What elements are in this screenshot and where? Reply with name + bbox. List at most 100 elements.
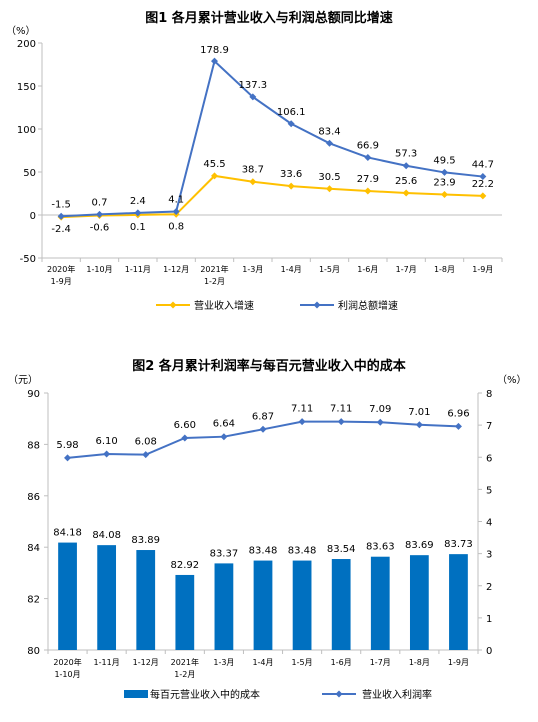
chart-2-y-left-tick-label: 86	[27, 492, 40, 503]
cost-bar-label: 83.73	[444, 539, 473, 550]
cost-bar	[409, 555, 429, 650]
revenue-growth-label: 30.5	[318, 172, 340, 183]
cost-bar	[214, 563, 234, 650]
chart-2-x-tick-label: 1-2月	[174, 670, 195, 679]
profit-growth-label: 66.9	[357, 140, 379, 151]
profit-rate-point	[454, 422, 462, 430]
revenue-growth-point	[287, 182, 295, 190]
legend-cost-swatch	[124, 690, 148, 698]
chart-1-y-tick-label: 50	[23, 168, 36, 179]
chart-2-x-tick-label: 1-3月	[213, 658, 234, 667]
chart-2-y-left-tick-label: 90	[27, 389, 40, 400]
revenue-growth-point	[211, 172, 218, 180]
chart-2-y-left-tick-label: 82	[27, 595, 40, 606]
legend-profit-label: 利润总额增速	[338, 299, 398, 312]
cost-bar-label: 82.92	[170, 560, 199, 571]
chart-1-x-tick-label: 2021年	[200, 264, 228, 274]
profit-growth-label: 2.4	[130, 196, 146, 207]
profit-rate-label: 6.08	[135, 437, 157, 448]
revenue-growth-label: 0.1	[130, 222, 146, 233]
chart-2-x-tick-label: 1-4月	[252, 658, 273, 667]
profit-growth-point	[364, 153, 372, 161]
profit-growth-label: 83.4	[318, 126, 340, 137]
chart-1-x-tick-label: 1-7月	[396, 265, 417, 274]
revenue-growth-label: 22.2	[472, 179, 494, 190]
profit-growth-label: 4.1	[168, 194, 184, 205]
revenue-growth-label: 45.5	[203, 159, 225, 170]
profit-rate-label: 6.96	[447, 408, 469, 419]
profit-rate-point	[142, 451, 150, 459]
revenue-growth-label: -0.6	[90, 223, 110, 234]
cost-bar	[97, 545, 117, 650]
revenue-growth-label: 0.8	[168, 221, 184, 232]
profit-rate-label: 7.11	[291, 404, 313, 415]
chart-2-x-tick-label: 1-5月	[292, 658, 313, 667]
chart-2-x-tick-label: 1-12月	[133, 658, 159, 667]
chart-1-x-tick-label: 2020年	[47, 264, 75, 274]
cost-bar-label: 83.89	[131, 535, 160, 546]
profit-growth-label: 49.5	[433, 155, 455, 166]
profit-rate-label: 7.01	[408, 407, 430, 418]
revenue-growth-point	[479, 192, 487, 200]
chart-2-title: 图2 各月累计利润率与每百元营业收入中的成本	[132, 358, 406, 374]
chart-2-y-right-tick-label: 1	[486, 614, 492, 625]
chart-2-y-right-tick-label: 0	[486, 646, 492, 657]
profit-rate-point	[220, 433, 228, 441]
profit-growth-point	[326, 139, 333, 147]
profit-growth-label: 57.3	[395, 149, 417, 160]
chart-1-x-tick-label: 1-12月	[163, 265, 189, 274]
chart-1-title: 图1 各月累计营业收入与利润总额同比增速	[145, 10, 393, 26]
profit-rate-label: 6.64	[213, 419, 235, 430]
legend-revenue-label: 营业收入增速	[194, 299, 254, 312]
revenue-growth-label: 23.9	[433, 177, 455, 188]
cost-bar	[136, 550, 156, 650]
chart-1-y-tick-label: -50	[20, 254, 36, 265]
chart-1-x-tick-label: 1-11月	[125, 265, 151, 274]
chart-1-x-tick-label: 1-9月	[472, 265, 493, 274]
chart-1-x-tick-label: 1-10月	[86, 265, 112, 274]
profit-growth-label: 137.3	[239, 80, 268, 91]
chart-1-x-tick-label: 1-6月	[357, 265, 378, 274]
chart-2-x-tick-label: 2021年	[171, 657, 199, 667]
chart-1-y-tick-label: 200	[17, 39, 36, 50]
chart-2-y-right-tick-label: 8	[486, 389, 492, 400]
profit-rate-point	[376, 418, 384, 426]
chart-2-x-tick-label: 1-10月	[54, 670, 80, 679]
chart-1: 图1 各月累计营业收入与利润总额同比增速 （%） -50 0 50 100 150 200 20…	[6, 10, 503, 312]
legend-profit-marker	[313, 301, 321, 309]
cost-bar-label: 83.48	[288, 546, 317, 557]
revenue-growth-label: 27.9	[357, 174, 379, 185]
profit-growth-point	[441, 168, 448, 176]
revenue-growth-label: 38.7	[242, 165, 264, 176]
revenue-growth-label: 25.6	[395, 176, 417, 187]
profit-growth-label: 106.1	[277, 107, 306, 118]
chart-2-x-tick-label: 1-8月	[409, 658, 430, 667]
chart-2-y-left-tick-label: 88	[27, 440, 40, 451]
chart-2-y-right-tick-label: 4	[486, 518, 492, 529]
chart-2-x-tick-label: 2020年	[53, 657, 81, 667]
chart-1-y-unit: （%）	[6, 25, 36, 37]
profit-rate-label: 5.98	[56, 440, 78, 451]
profit-growth-point	[402, 162, 410, 170]
cost-bar-label: 83.54	[327, 544, 356, 555]
profit-rate-label: 7.09	[369, 404, 391, 415]
chart-1-y-tick-label: 100	[17, 125, 36, 136]
profit-rate-point	[337, 418, 345, 426]
chart-2-y-left-unit: （元）	[8, 374, 38, 386]
revenue-growth-point	[402, 189, 410, 197]
profit-growth-point	[287, 120, 295, 128]
profit-rate-point	[181, 434, 189, 442]
chart-1-y-tick-label: 150	[17, 82, 36, 93]
profit-rate-point	[103, 450, 111, 458]
chart-2-y-right-tick-label: 5	[486, 485, 492, 496]
chart-2-x-tick-label: 1-7月	[370, 658, 391, 667]
chart-1-x-tick-label: 1-8月	[434, 265, 455, 274]
chart-2: 图2 各月累计利润率与每百元营业收入中的成本（元） （%）808284868890…	[8, 358, 527, 701]
profit-growth-label: 44.7	[472, 160, 494, 171]
revenue-growth-label: 33.6	[280, 169, 302, 180]
chart-1-x-tick-label: 1-2月	[204, 277, 225, 286]
profit-growth-label: -1.5	[51, 199, 71, 210]
profit-growth-point	[479, 173, 487, 181]
chart-2-x-tick-label: 1-6月	[331, 658, 352, 667]
